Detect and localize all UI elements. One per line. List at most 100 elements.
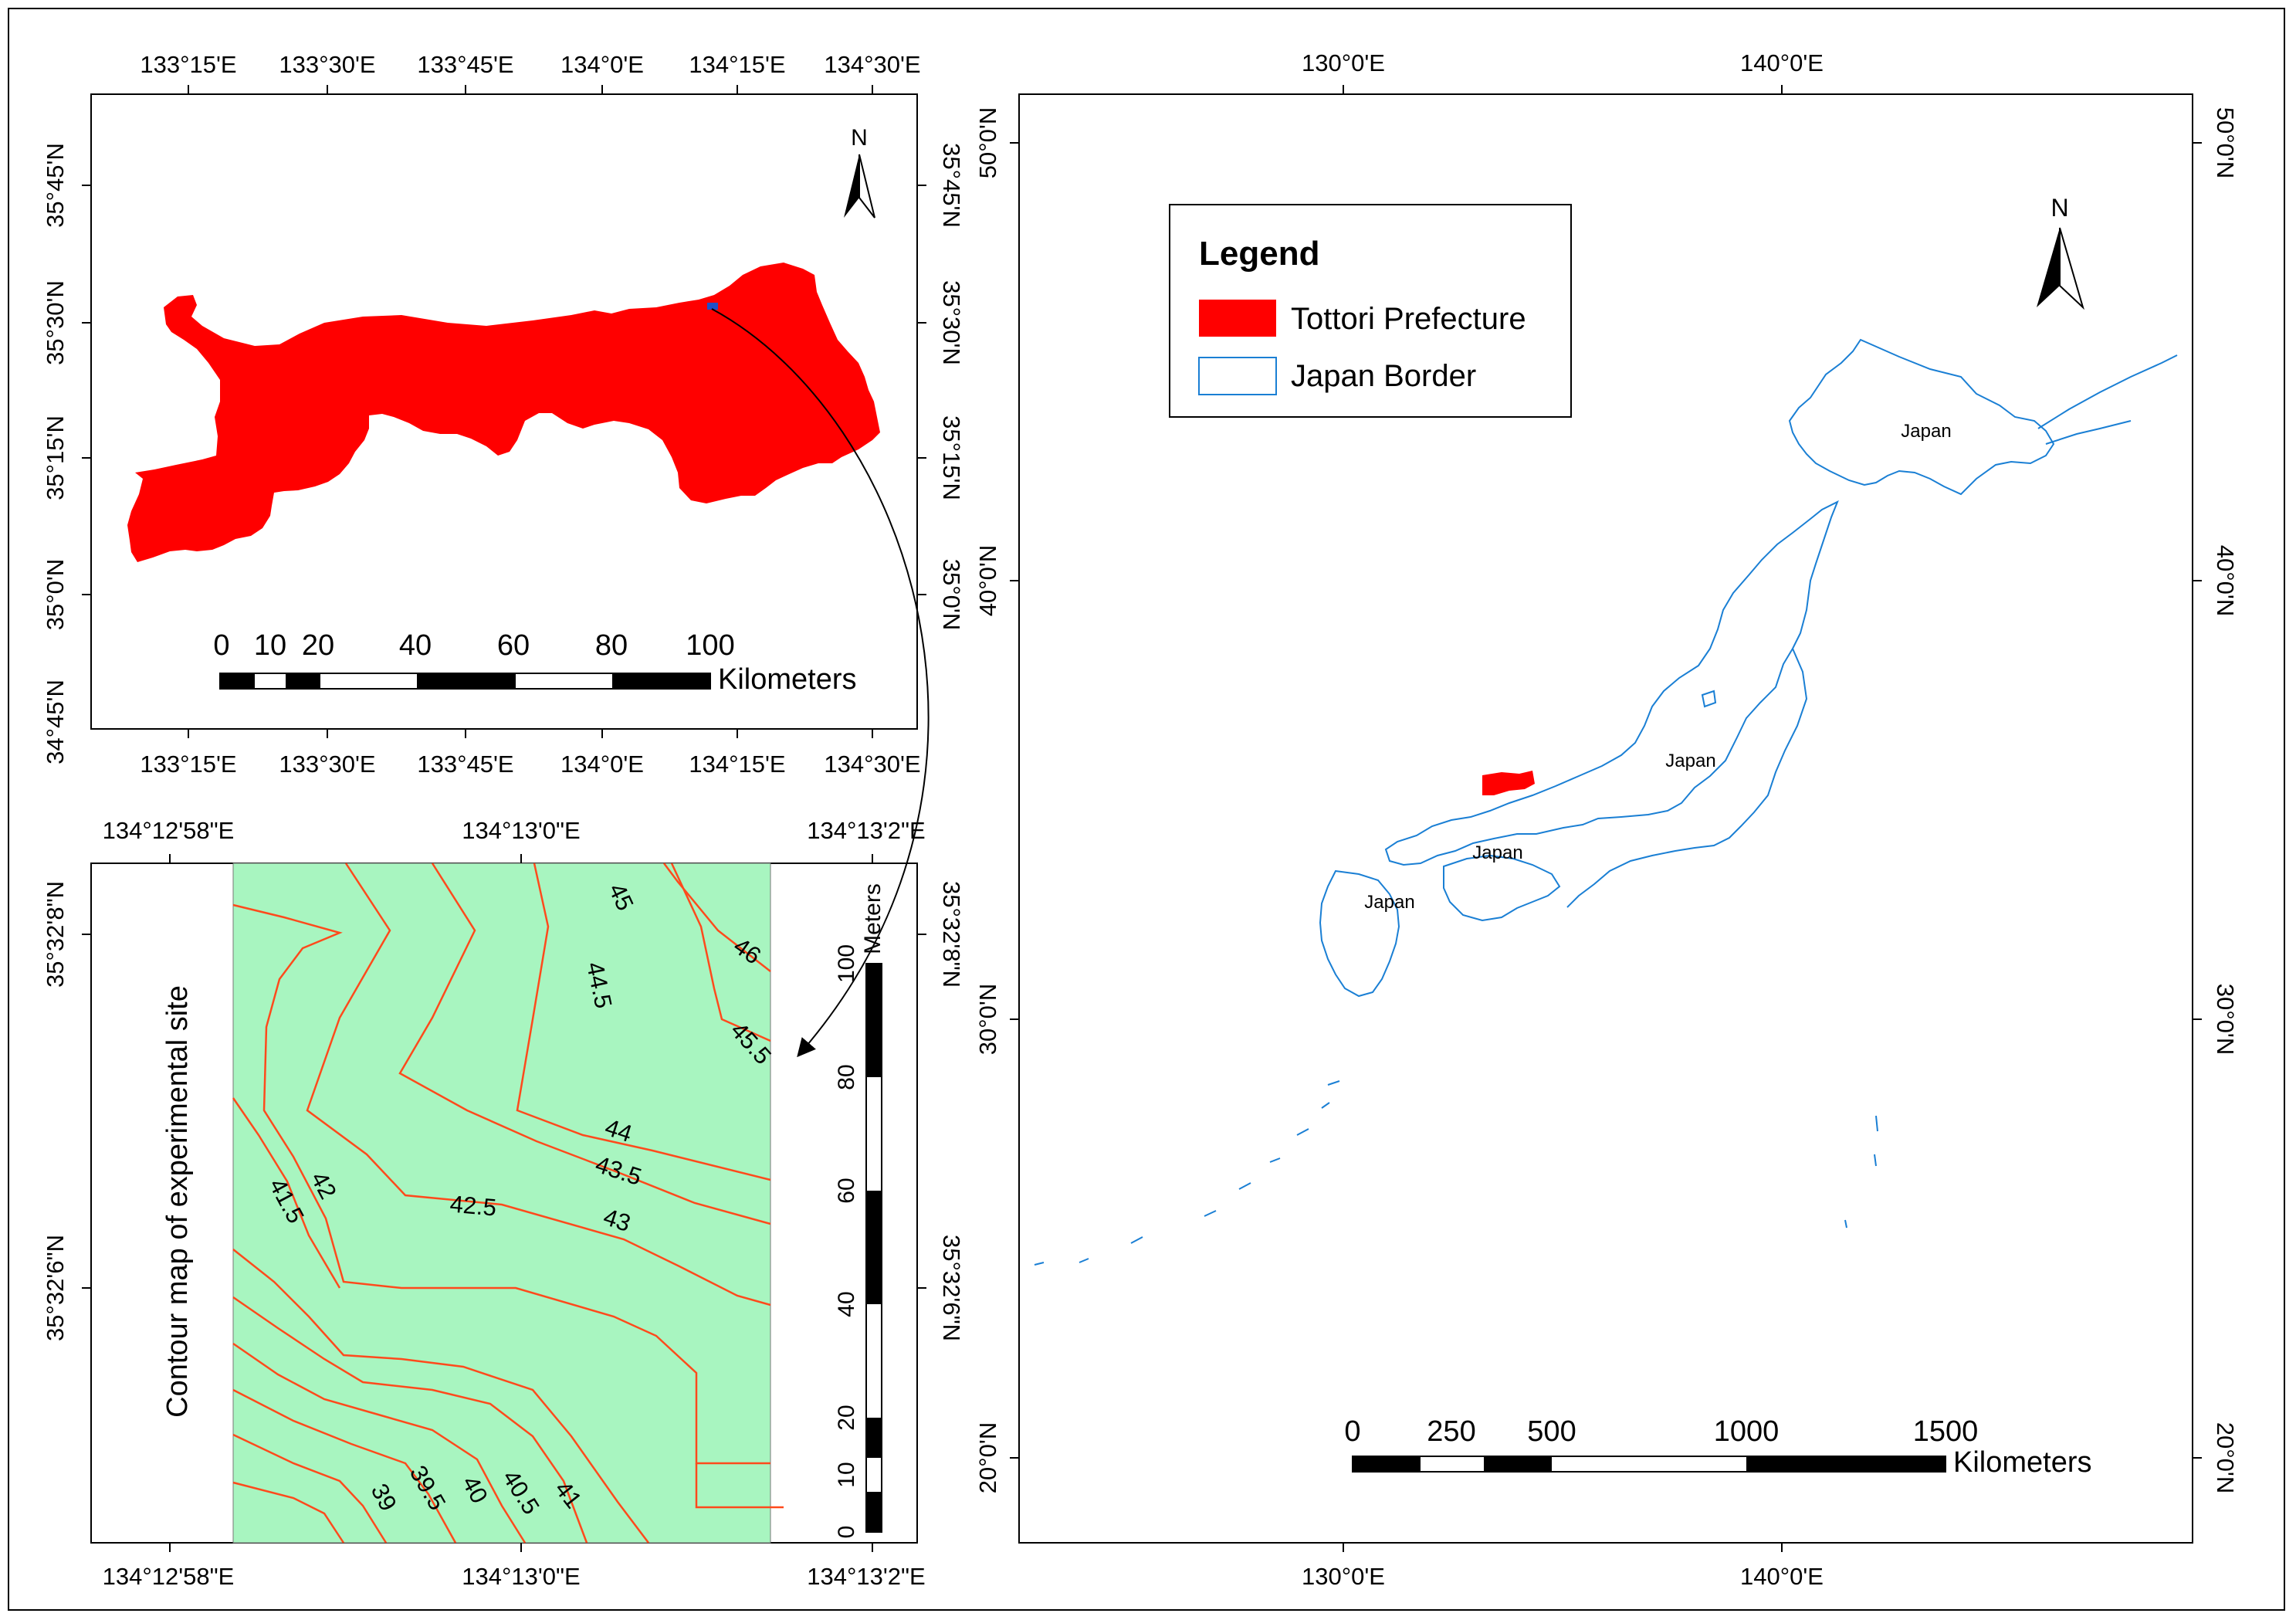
north-label: N (851, 125, 868, 151)
scale-tick: 60 (834, 1178, 859, 1203)
contour-ticks (82, 854, 926, 1552)
lon-label: 130°0'E (1302, 49, 1385, 76)
legend: Legend Tottori Prefecture Japan Border (1169, 204, 1572, 418)
north-arrow-icon: N (844, 125, 875, 219)
outer-frame (8, 8, 2285, 1611)
north-label: N (2050, 194, 2068, 222)
contour-line (232, 1388, 457, 1544)
contour-left-lat-labels: 35°32'8"N 35°32'6"N (42, 881, 69, 1341)
sado-island (1701, 690, 1717, 708)
scale-unit: Kilometers (1953, 1446, 2092, 1479)
contour-line (232, 1249, 649, 1544)
scale-tick: 100 (686, 629, 734, 662)
lat-label: 35°32'8"N (42, 881, 69, 988)
lat-label: 35°30'N (42, 280, 69, 365)
lon-label: 134°15'E (689, 751, 785, 778)
japan-scale-bar: 0 250 500 1000 1500 Kilometers (1344, 1415, 2091, 1479)
lon-label: 134°15'E (689, 51, 785, 78)
japan-bottom-lon-labels: 130°0'E 140°0'E (1302, 1563, 1824, 1590)
contour-map-title: Contour map of experimental site (161, 985, 194, 1418)
place-label: Japan (1364, 892, 1414, 913)
japan-place-labels: Japan Japan Japan Japan (1364, 421, 1951, 913)
lon-label: 134°0'E (560, 751, 644, 778)
lon-label: 134°12'58"E (103, 817, 235, 844)
lat-label: 35°32'6"N (42, 1235, 69, 1341)
legend-swatch-tottori (1199, 300, 1276, 337)
lon-label: 134°13'0"E (462, 1563, 580, 1590)
lon-label: 133°30'E (279, 51, 375, 78)
japan-top-lon-labels: 130°0'E 140°0'E (1302, 49, 1824, 76)
contour-line (663, 863, 771, 972)
scale-tick: 60 (497, 629, 530, 662)
lon-label: 134°13'2"E (807, 817, 925, 844)
japan-border (1034, 338, 2178, 1266)
contour-top-lon-labels: 134°12'58"E 134°13'0"E 134°13'2"E (103, 817, 926, 844)
honshu-outline (1384, 500, 1839, 866)
scale-tick: 500 (1527, 1415, 1576, 1448)
contour-line (695, 1463, 784, 1509)
lat-label: 35°45'N (938, 143, 965, 228)
scale-tick: 100 (834, 944, 859, 983)
lon-label: 130°0'E (1302, 1563, 1385, 1590)
lat-label: 35°45'N (42, 143, 69, 228)
lat-label: 40°0'N (974, 545, 1001, 616)
lon-label: 134°30'E (824, 751, 920, 778)
tottori-prefecture-shape (127, 263, 880, 562)
lat-label: 35°0'N (938, 559, 965, 630)
contour-bottom-lon-labels: 134°12'58"E 134°13'0"E 134°13'2"E (103, 1563, 926, 1590)
lon-label: 134°30'E (824, 51, 920, 78)
contour-area (232, 863, 771, 1544)
lat-label: 35°32'8"N (938, 881, 965, 988)
lat-label: 40°0'N (2212, 545, 2239, 616)
lon-label: 133°45'E (417, 51, 513, 78)
contour-line (232, 1481, 345, 1544)
connector-arrow (711, 308, 930, 1058)
legend-label-border: Japan Border (1291, 359, 1476, 393)
scale-tick: 10 (254, 629, 286, 662)
scale-tick: 20 (302, 629, 334, 662)
tottori-top-ticks (82, 85, 926, 738)
japan-scale-ticks: 0 250 500 1000 1500 (1344, 1415, 1978, 1448)
place-label: Japan (1901, 421, 1951, 442)
scale-tick: 10 (834, 1462, 859, 1487)
lat-label: 35°30'N (938, 280, 965, 365)
lat-label: 35°0'N (42, 559, 69, 630)
scale-tick: 1500 (1913, 1415, 1979, 1448)
tottori-on-japan (1482, 771, 1535, 795)
scale-tick: 40 (834, 1291, 859, 1317)
japan-left-lat-labels: 50°0'N 40°0'N 30°0'N 20°0'N (974, 107, 1001, 1493)
lat-label: 50°0'N (2212, 107, 2239, 178)
lat-label: 20°0'N (974, 1422, 1001, 1493)
japan-ticks (1010, 85, 2202, 1552)
contour-right-lat-labels: 35°32'8"N 35°32'6"N (938, 881, 965, 1341)
contour-lines (232, 863, 784, 1544)
lat-label: 50°0'N (974, 107, 1001, 178)
scale-tick: 1000 (1714, 1415, 1780, 1448)
scale-tick: 0 (1344, 1415, 1360, 1448)
lat-label: 35°32'6"N (938, 1235, 965, 1341)
legend-title: Legend (1199, 235, 1319, 273)
lon-label: 133°15'E (140, 751, 236, 778)
shikoku-outline (1443, 854, 1561, 922)
contour-line (670, 863, 771, 1042)
tottori-top-lon-labels: 133°15'E 133°30'E 133°45'E 134°0'E 134°1… (140, 51, 920, 78)
scale-tick: 20 (834, 1405, 859, 1430)
lon-label: 134°13'0"E (462, 817, 580, 844)
scale-tick: 0 (834, 1526, 859, 1539)
japan-north-arrow-icon: N (2037, 194, 2084, 310)
contour-line (232, 1296, 588, 1544)
tottori-right-lat-labels: 35°45'N 35°30'N 35°15'N 35°0'N (938, 143, 965, 630)
lon-label: 134°12'58"E (103, 1563, 235, 1590)
hokkaido-outline (1788, 338, 2055, 496)
lon-label: 134°0'E (560, 51, 644, 78)
lon-label: 133°30'E (279, 751, 375, 778)
contour-scale-bar: 0 10 20 40 60 80 100 Meters (834, 883, 886, 1538)
tottori-left-lat-labels: 35°45'N 35°30'N 35°15'N 35°0'N 34°45'N (42, 143, 69, 764)
lon-label: 134°13'2"E (807, 1563, 925, 1590)
lat-label: 35°15'N (42, 415, 69, 500)
izu-islands (1844, 1115, 1878, 1229)
japan-map-panel: 130°0'E 140°0'E 130°0'E 140°0'E 50°0'N 4… (974, 49, 2239, 1590)
scale-tick: 80 (595, 629, 628, 662)
